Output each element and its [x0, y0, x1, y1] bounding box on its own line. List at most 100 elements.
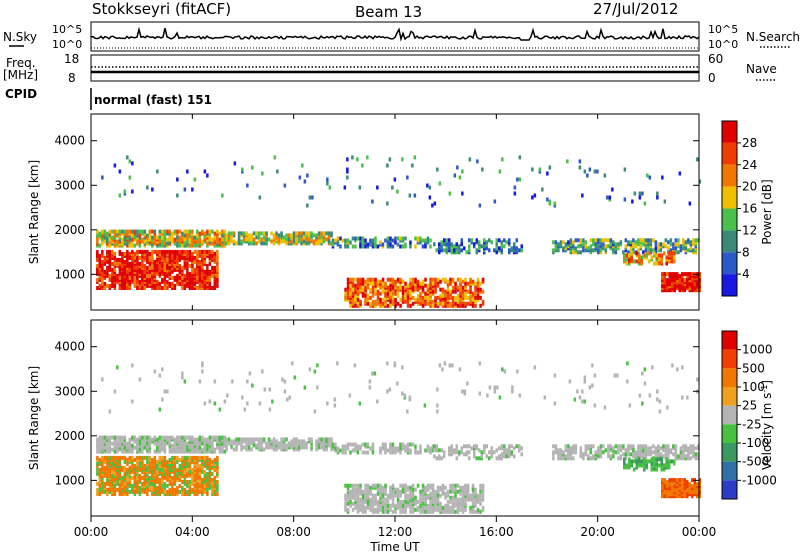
heatmap-cell [156, 492, 159, 496]
heatmap-cell [619, 454, 623, 459]
heatmap-cell [216, 249, 219, 254]
heatmap-cell [645, 463, 648, 468]
heatmap-cell [349, 293, 352, 298]
heatmap-cell [203, 455, 207, 460]
heatmap-cell [503, 448, 506, 453]
heatmap-cell [569, 446, 573, 451]
heatmap-cell [245, 231, 248, 236]
heatmap-cell [116, 229, 119, 234]
heatmap-cell [186, 471, 189, 476]
heatmap-cell [282, 445, 286, 450]
heatmap-cell [121, 229, 124, 234]
heatmap-cell [602, 450, 605, 455]
heatmap-cell [201, 286, 204, 290]
heatmap-cell [277, 237, 281, 242]
x-tick-label: 16:00 [479, 525, 514, 539]
heatmap-cell [424, 495, 427, 500]
heatmap-cell [371, 299, 375, 304]
heatmap-cell [111, 229, 114, 234]
heatmap-cell [379, 303, 382, 308]
heatmap-cell [490, 450, 493, 455]
heatmap-cell [310, 231, 313, 236]
x-axis: 00:00 04:00 08:00 12:00 16:00 20:00 00:00 [74, 114, 716, 539]
heatmap-cell [419, 297, 422, 302]
heatmap-cell [213, 435, 217, 440]
heatmap-cell [533, 365, 537, 370]
heatmap-cell [211, 487, 214, 492]
heatmap-cell [396, 381, 399, 386]
heatmap-cell [661, 175, 664, 180]
heatmap-cell [213, 401, 217, 406]
heatmap-cell [648, 175, 652, 180]
heatmap-cell [359, 487, 362, 492]
heatmap-cell [366, 450, 370, 455]
heatmap-cell [106, 435, 109, 440]
heatmap-cell [443, 361, 447, 366]
heatmap-cell [684, 454, 688, 459]
freq-tick-bottom: 8 [68, 71, 76, 85]
heatmap-cell [469, 493, 472, 498]
heatmap-cell [493, 450, 496, 455]
heatmap-cell [628, 253, 631, 258]
heatmap-cell [257, 447, 261, 452]
heatmap-cell [351, 244, 355, 249]
heatmap-cell [356, 499, 360, 504]
heatmap-cell [201, 249, 204, 254]
heatmap-cell [133, 243, 137, 248]
heatmap-cell [635, 251, 638, 256]
heatmap-cell [206, 241, 209, 246]
heatmap-cell [133, 492, 137, 496]
heatmap-cell [396, 293, 400, 298]
heatmap-cell [386, 509, 390, 514]
heatmap-cell [656, 195, 659, 200]
colorbar-tick-label: 16 [742, 202, 757, 216]
heatmap-cell [421, 285, 425, 290]
heatmap-cell [433, 444, 436, 449]
heatmap-cell [300, 439, 303, 444]
heatmap-cell [676, 367, 679, 372]
heatmap-cell [389, 236, 392, 241]
heatmap-cell [396, 277, 400, 282]
heatmap-cell [541, 187, 544, 192]
heatmap-cell [203, 473, 207, 478]
heatmap-cell [652, 238, 655, 243]
heatmap-cell [317, 235, 321, 240]
heatmap-cell [186, 461, 189, 466]
heatmap-cell [453, 173, 457, 178]
heatmap-cell [361, 287, 365, 292]
beam-label: Beam 13 [355, 3, 422, 21]
freq-unit-label: [MHz] [3, 68, 38, 82]
heatmap-cell [623, 167, 627, 172]
heatmap-cell [374, 299, 377, 304]
heatmap-cell [156, 459, 159, 464]
heatmap-cell [183, 479, 187, 484]
heatmap-cell [459, 277, 462, 282]
heatmap-cell [589, 450, 593, 455]
heatmap-cell [260, 445, 263, 450]
heatmap-cell [118, 455, 122, 460]
heatmap-cell [201, 283, 204, 288]
heatmap-cell [106, 471, 109, 476]
heatmap-cell [183, 487, 187, 492]
heatmap-cell [471, 501, 475, 506]
heatmap-cell [344, 497, 347, 502]
heatmap-cell [371, 238, 375, 243]
heatmap-cell [421, 497, 425, 502]
heatmap-cell [156, 485, 159, 490]
heatmap-cell [592, 444, 595, 449]
heatmap-cell [206, 487, 209, 492]
heatmap-cell [148, 277, 152, 282]
heatmap-cell [206, 263, 209, 268]
heatmap-cell [208, 435, 212, 440]
heatmap-cell [386, 293, 390, 298]
heatmap-cell [687, 446, 690, 451]
heatmap-cell [673, 276, 676, 281]
heatmap-cell [508, 238, 511, 243]
heatmap-cell [193, 235, 197, 240]
heatmap-cell [596, 169, 599, 174]
heatmap-cell [193, 243, 197, 248]
heatmap-cell [181, 231, 184, 236]
heatmap-cell [316, 363, 319, 368]
heatmap-cell [579, 250, 583, 255]
